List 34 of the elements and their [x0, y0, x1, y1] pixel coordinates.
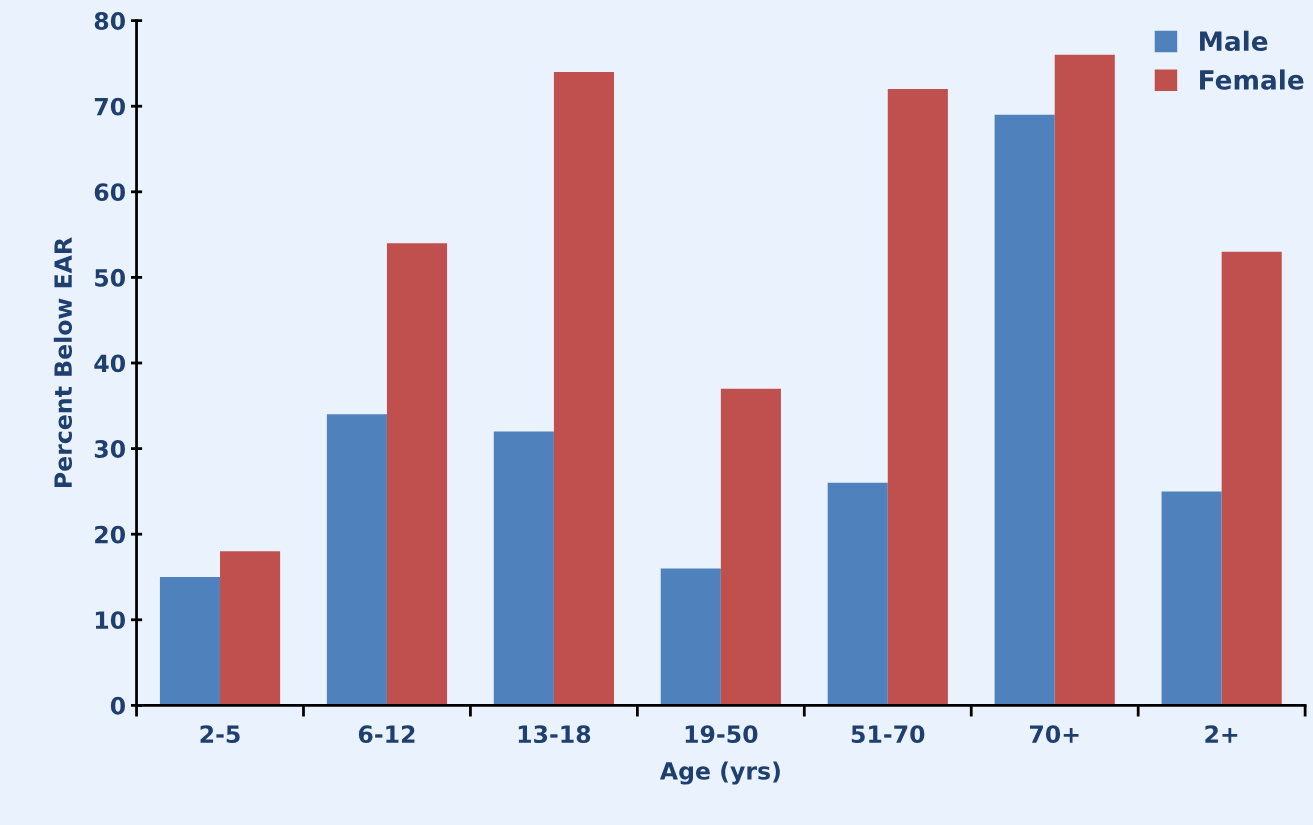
- bar: [553, 71, 614, 706]
- y-axis-title: Percent Below EAR: [53, 237, 73, 487]
- bar: [1054, 54, 1115, 706]
- bar: [660, 568, 721, 706]
- bar: [159, 576, 221, 706]
- bar: [220, 551, 281, 706]
- x-tick-label: 70+: [1029, 725, 1079, 744]
- x-tick-label: 51-70: [851, 725, 925, 744]
- x-tick-label: 13-18: [518, 725, 591, 744]
- x-tick-label: 2+: [1205, 725, 1238, 743]
- y-tick-label: 0: [110, 696, 126, 715]
- bar: [386, 243, 448, 706]
- legend-label: Male: [1200, 30, 1268, 52]
- y-tick-label: 40: [94, 354, 126, 373]
- bar: [326, 414, 387, 706]
- bar: [493, 431, 554, 706]
- y-tick-label: 60: [94, 183, 126, 202]
- y-tick-label: 50: [95, 268, 126, 287]
- legend-label: Female: [1200, 69, 1304, 90]
- y-tick-label: 20: [95, 525, 126, 544]
- y-tick-label: 10: [95, 611, 126, 630]
- bar: [720, 388, 781, 706]
- x-axis-title: Age (yrs): [659, 761, 780, 785]
- y-tick-label: 30: [94, 440, 126, 458]
- bar: [887, 89, 948, 706]
- x-tick-label: 2-5: [200, 725, 240, 744]
- x-tick-label: 6-12: [358, 725, 415, 744]
- y-tick-label: 80: [94, 12, 126, 30]
- bar: [1161, 491, 1222, 706]
- bar: [994, 114, 1055, 706]
- bar: [1221, 251, 1282, 706]
- x-tick-label: 19-50: [685, 725, 758, 744]
- y-tick-label: 70: [94, 97, 126, 116]
- bar: [827, 482, 888, 706]
